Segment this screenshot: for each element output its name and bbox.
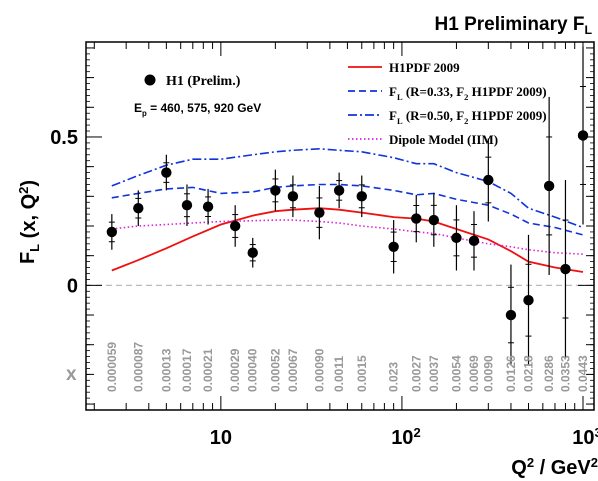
x-tick-label: 10 — [210, 427, 232, 449]
data-point — [106, 226, 118, 238]
x-axis-title: Q2 / GeV2 — [511, 455, 598, 479]
x-value-label: 0.00052 — [268, 348, 282, 392]
x-value-label: 0.0218 — [521, 355, 535, 392]
x-value-label: 0.0443 — [576, 355, 590, 392]
x-value-label: 0.0011 — [332, 356, 346, 392]
series-curve-solid — [111, 207, 584, 273]
x-value-label: 0.00090 — [312, 348, 326, 392]
data-legend-label: H1 (Prelim.) — [166, 74, 241, 89]
text-layer: 0.5 0 10 102 103 H1 Preliminary FL FL (x, Q2) Q… — [16, 14, 598, 479]
x-value-label: 0.000059 — [105, 342, 119, 392]
data-point — [202, 201, 214, 212]
x-value-label: 0.0353 — [558, 355, 572, 392]
x-value-label: 0.0126 — [504, 355, 518, 392]
y-tick-label: 0 — [67, 275, 78, 297]
data-point — [314, 207, 325, 218]
series-curve-dashdot — [111, 147, 584, 229]
x-tick-label: 103 — [572, 425, 598, 449]
ticks-layer — [86, 42, 594, 410]
data-point — [229, 220, 241, 232]
data-point — [333, 185, 345, 196]
x-value-label: 0.0037 — [427, 355, 441, 392]
data-point — [468, 235, 480, 247]
data-point — [451, 232, 462, 244]
data-point — [181, 200, 193, 211]
x-value-label: 0.0015 — [355, 355, 369, 392]
data-point — [543, 180, 555, 192]
beam-energy-label: Ep = 460, 575, 920 GeV — [134, 101, 261, 118]
data-point — [428, 214, 440, 226]
legend-label: Dipole Model (IIM) — [389, 132, 498, 147]
x-symbol-label: x — [66, 364, 77, 385]
data-point — [161, 167, 172, 178]
x-value-label: 0.023 — [387, 362, 401, 392]
data-point — [505, 309, 517, 321]
x-value-label: 0.000087 — [131, 342, 145, 392]
x-value-label: 0.0069 — [467, 355, 481, 392]
y-tick-label: 0.5 — [50, 127, 78, 149]
data-point — [356, 191, 367, 202]
x-value-label: 0.0027 — [409, 355, 423, 392]
x-value-label: 0.00017 — [180, 348, 194, 392]
data-point — [411, 213, 422, 224]
points-layer — [106, 46, 589, 366]
x-value-label: 0.0090 — [481, 355, 495, 392]
data-point — [270, 185, 281, 196]
x-value-label: 0.00067 — [286, 348, 300, 392]
data-legend-marker — [144, 74, 156, 86]
x-value-label: 0.00013 — [159, 348, 173, 392]
y-axis-title: FL (x, Q2) — [16, 180, 42, 264]
legend-label: FL (R=0.33, F2 H1PDF 2009) — [389, 84, 547, 102]
data-point — [133, 202, 144, 214]
x-value-label: 0.0054 — [449, 355, 463, 392]
legend: H1PDF 2009 FL (R=0.33, F2 H1PDF 2009) FL (… — [348, 60, 547, 147]
curves-layer — [111, 147, 584, 273]
data-point — [560, 263, 571, 275]
data-point — [523, 294, 534, 306]
legend-label: H1PDF 2009 — [389, 60, 460, 75]
data-point — [483, 174, 494, 186]
data-point — [388, 241, 399, 252]
data-point — [577, 130, 589, 141]
data-point — [287, 191, 299, 202]
x-value-label: 0.00021 — [201, 348, 215, 392]
x-value-labels: 0.000059 0.000087 0.00013 0.00017 0.00021 0.0… — [66, 342, 590, 392]
data-point — [247, 247, 258, 258]
x-tick-label: 102 — [391, 425, 420, 449]
series-curve-dashed — [111, 183, 584, 236]
chart-title: H1 Preliminary FL — [435, 14, 593, 37]
x-value-label: 0.00029 — [228, 348, 242, 392]
legend-label: FL (R=0.50, F2 H1PDF 2009) — [389, 108, 547, 126]
x-value-label: 0.00040 — [246, 348, 260, 392]
x-value-label: 0.0286 — [542, 355, 556, 392]
